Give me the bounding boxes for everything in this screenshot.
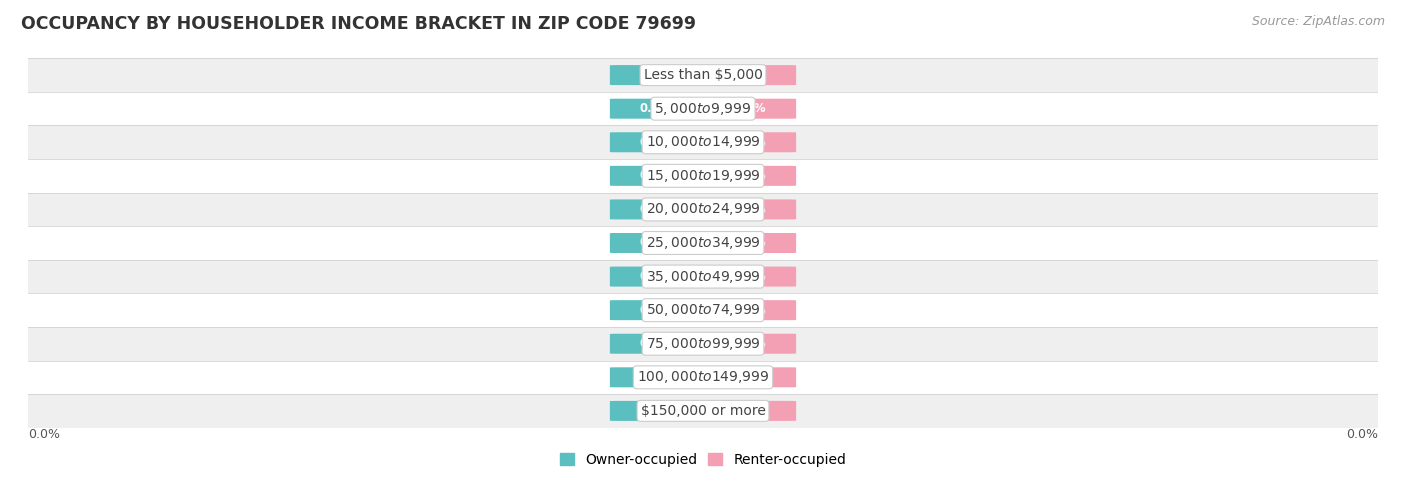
- FancyBboxPatch shape: [704, 401, 796, 421]
- Text: 0.0%: 0.0%: [734, 304, 766, 317]
- Text: 0.0%: 0.0%: [640, 371, 672, 384]
- Text: 0.0%: 0.0%: [734, 136, 766, 149]
- Text: 0.0%: 0.0%: [640, 304, 672, 317]
- Text: $15,000 to $19,999: $15,000 to $19,999: [645, 168, 761, 184]
- FancyBboxPatch shape: [610, 300, 702, 320]
- Text: 0.0%: 0.0%: [640, 404, 672, 417]
- FancyBboxPatch shape: [610, 401, 702, 421]
- FancyBboxPatch shape: [610, 132, 702, 152]
- Bar: [28, 394, 1378, 428]
- Text: 0.0%: 0.0%: [734, 404, 766, 417]
- Text: $5,000 to $9,999: $5,000 to $9,999: [654, 101, 752, 117]
- FancyBboxPatch shape: [610, 199, 702, 219]
- FancyBboxPatch shape: [704, 334, 796, 354]
- FancyBboxPatch shape: [610, 367, 702, 387]
- FancyBboxPatch shape: [704, 99, 796, 119]
- FancyBboxPatch shape: [610, 267, 702, 287]
- FancyBboxPatch shape: [610, 334, 702, 354]
- Bar: [28, 260, 1378, 294]
- Text: 0.0%: 0.0%: [734, 337, 766, 350]
- Bar: [28, 125, 1378, 159]
- Text: 0.0%: 0.0%: [1346, 428, 1378, 441]
- Text: 0.0%: 0.0%: [640, 169, 672, 182]
- Text: 0.0%: 0.0%: [640, 136, 672, 149]
- Bar: [28, 294, 1378, 327]
- FancyBboxPatch shape: [704, 199, 796, 219]
- FancyBboxPatch shape: [610, 65, 702, 85]
- Text: 0.0%: 0.0%: [734, 237, 766, 249]
- Text: 0.0%: 0.0%: [640, 337, 672, 350]
- Bar: [28, 159, 1378, 192]
- Text: $10,000 to $14,999: $10,000 to $14,999: [645, 134, 761, 150]
- Bar: [28, 226, 1378, 260]
- Bar: [28, 327, 1378, 361]
- Text: $35,000 to $49,999: $35,000 to $49,999: [645, 269, 761, 285]
- Text: $50,000 to $74,999: $50,000 to $74,999: [645, 302, 761, 318]
- Text: $75,000 to $99,999: $75,000 to $99,999: [645, 336, 761, 352]
- Text: $25,000 to $34,999: $25,000 to $34,999: [645, 235, 761, 251]
- Text: $100,000 to $149,999: $100,000 to $149,999: [637, 369, 769, 385]
- FancyBboxPatch shape: [704, 367, 796, 387]
- Text: 0.0%: 0.0%: [734, 169, 766, 182]
- FancyBboxPatch shape: [704, 132, 796, 152]
- FancyBboxPatch shape: [704, 267, 796, 287]
- Legend: Owner-occupied, Renter-occupied: Owner-occupied, Renter-occupied: [554, 447, 852, 472]
- Text: Source: ZipAtlas.com: Source: ZipAtlas.com: [1251, 15, 1385, 28]
- FancyBboxPatch shape: [610, 233, 702, 253]
- Text: $20,000 to $24,999: $20,000 to $24,999: [645, 201, 761, 217]
- Text: OCCUPANCY BY HOUSEHOLDER INCOME BRACKET IN ZIP CODE 79699: OCCUPANCY BY HOUSEHOLDER INCOME BRACKET …: [21, 15, 696, 33]
- Text: 0.0%: 0.0%: [640, 237, 672, 249]
- Bar: [28, 361, 1378, 394]
- Text: Less than $5,000: Less than $5,000: [644, 68, 762, 82]
- FancyBboxPatch shape: [704, 65, 796, 85]
- FancyBboxPatch shape: [704, 166, 796, 186]
- Text: 0.0%: 0.0%: [640, 270, 672, 283]
- Text: 0.0%: 0.0%: [640, 203, 672, 216]
- Bar: [28, 92, 1378, 125]
- FancyBboxPatch shape: [610, 99, 702, 119]
- Text: 0.0%: 0.0%: [640, 69, 672, 82]
- Text: 0.0%: 0.0%: [734, 203, 766, 216]
- Bar: [28, 192, 1378, 226]
- FancyBboxPatch shape: [610, 166, 702, 186]
- Text: 0.0%: 0.0%: [734, 270, 766, 283]
- Text: $150,000 or more: $150,000 or more: [641, 404, 765, 418]
- Text: 0.0%: 0.0%: [734, 69, 766, 82]
- Text: 0.0%: 0.0%: [734, 102, 766, 115]
- Bar: [28, 58, 1378, 92]
- Text: 0.0%: 0.0%: [734, 371, 766, 384]
- FancyBboxPatch shape: [704, 233, 796, 253]
- Text: 0.0%: 0.0%: [640, 102, 672, 115]
- FancyBboxPatch shape: [704, 300, 796, 320]
- Text: 0.0%: 0.0%: [28, 428, 60, 441]
